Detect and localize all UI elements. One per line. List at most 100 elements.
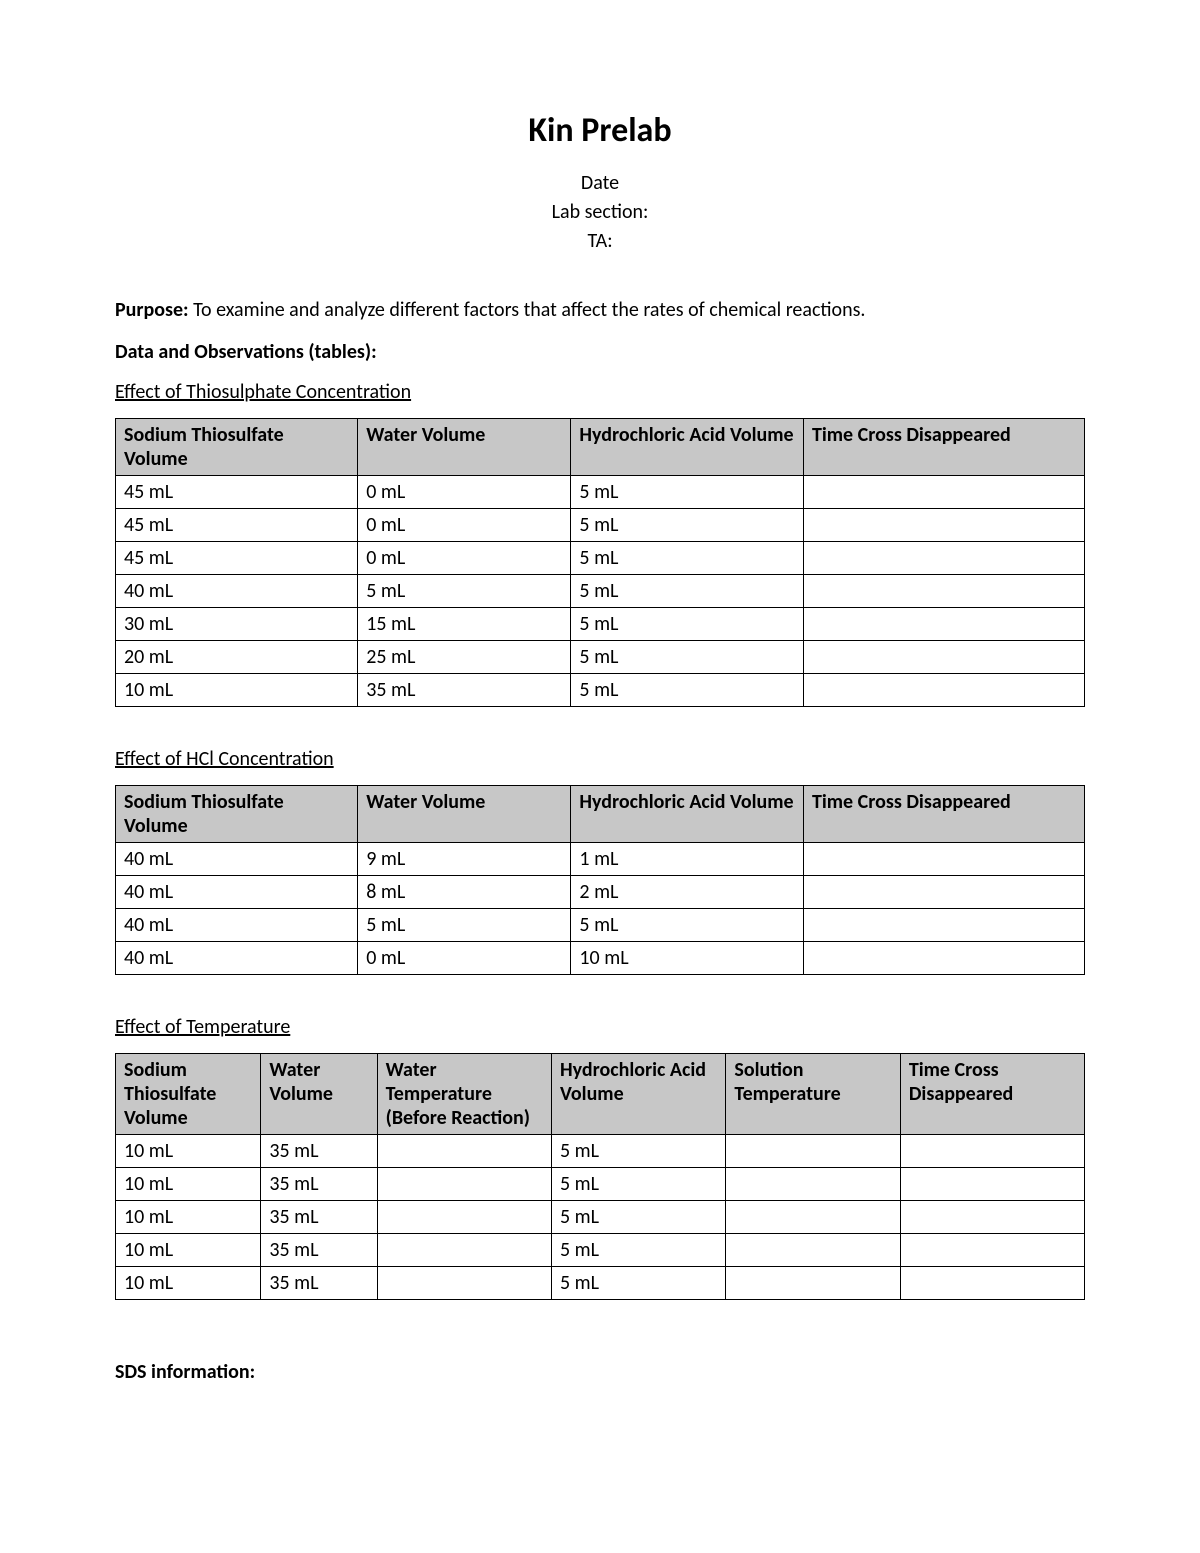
table-cell: 35 mL: [261, 1201, 377, 1234]
table-cell: 10 mL: [116, 1135, 261, 1168]
temp-table: Sodium Thiosulfate VolumeWater VolumeWat…: [115, 1053, 1085, 1300]
table-cell: [377, 1201, 551, 1234]
table-cell: 35 mL: [358, 674, 571, 707]
table-row: 45 mL0 mL5 mL: [116, 509, 1085, 542]
table-header-cell: Water Volume: [358, 786, 571, 843]
table-cell: [803, 909, 1084, 942]
table-cell: 5 mL: [571, 608, 804, 641]
table-cell: 40 mL: [116, 909, 358, 942]
table-cell: 5 mL: [358, 909, 571, 942]
table-cell: 5 mL: [571, 542, 804, 575]
table-cell: 40 mL: [116, 876, 358, 909]
section-label: Lab section:: [115, 198, 1085, 227]
table-row: 40 mL8 mL2 mL: [116, 876, 1085, 909]
table-row: 40 mL5 mL5 mL: [116, 575, 1085, 608]
ta-label: TA:: [115, 227, 1085, 256]
table-cell: 10 mL: [116, 1168, 261, 1201]
table-cell: [726, 1234, 900, 1267]
table-cell: 10 mL: [116, 1267, 261, 1300]
table-cell: [726, 1267, 900, 1300]
table-cell: 20 mL: [116, 641, 358, 674]
table-cell: [803, 509, 1084, 542]
table-row: 10 mL35 mL 5 mL: [116, 1234, 1085, 1267]
table-cell: 45 mL: [116, 542, 358, 575]
table-cell: 10 mL: [571, 942, 804, 975]
table-cell: [900, 1168, 1084, 1201]
table-cell: [900, 1234, 1084, 1267]
table-header-cell: Hydrochloric Acid Volume: [552, 1054, 726, 1135]
table-cell: 5 mL: [571, 641, 804, 674]
table-cell: 40 mL: [116, 575, 358, 608]
table-header-cell: Time Cross Disappeared: [803, 786, 1084, 843]
table-row: 10 mL35 mL 5 mL: [116, 1135, 1085, 1168]
table-cell: [726, 1168, 900, 1201]
table-header-cell: Water Temperature (Before Reaction): [377, 1054, 551, 1135]
table-row: 10 mL35 mL5 mL: [116, 1201, 1085, 1234]
table-cell: 45 mL: [116, 509, 358, 542]
table-header-cell: Solution Temperature: [726, 1054, 900, 1135]
table-cell: [803, 876, 1084, 909]
table-header-cell: Sodium Thiosulfate Volume: [116, 1054, 261, 1135]
table-cell: 5 mL: [358, 575, 571, 608]
table-cell: [803, 942, 1084, 975]
table-cell: 0 mL: [358, 942, 571, 975]
table-row: 10 mL35 mL5 mL: [116, 1168, 1085, 1201]
table-cell: 45 mL: [116, 476, 358, 509]
table-cell: [803, 542, 1084, 575]
sds-heading: SDS information:: [115, 1360, 1085, 1384]
table-cell: 15 mL: [358, 608, 571, 641]
table-cell: 5 mL: [552, 1234, 726, 1267]
table-row: 20 mL25 mL5 mL: [116, 641, 1085, 674]
table-cell: 5 mL: [571, 575, 804, 608]
table-row: 40 mL5 mL5 mL: [116, 909, 1085, 942]
temp-table-title: Effect of Temperature: [115, 1015, 1085, 1039]
purpose-text: To examine and analyze different factors…: [189, 298, 866, 322]
table-cell: 0 mL: [358, 476, 571, 509]
table-cell: [803, 843, 1084, 876]
table-cell: 5 mL: [571, 509, 804, 542]
table-cell: [803, 641, 1084, 674]
table-cell: 9 mL: [358, 843, 571, 876]
table-row: 45 mL0 mL5 mL: [116, 542, 1085, 575]
table-cell: 30 mL: [116, 608, 358, 641]
table-header-cell: Time Cross Disappeared: [900, 1054, 1084, 1135]
table-cell: 10 mL: [116, 674, 358, 707]
table-header-cell: Time Cross Disappeared: [803, 419, 1084, 476]
table-cell: [803, 476, 1084, 509]
table-cell: 5 mL: [552, 1201, 726, 1234]
table-cell: [377, 1234, 551, 1267]
table-header-cell: Hydrochloric Acid Volume: [571, 419, 804, 476]
table-cell: 2 mL: [571, 876, 804, 909]
table-cell: 25 mL: [358, 641, 571, 674]
table-cell: 1 mL: [571, 843, 804, 876]
table-cell: [803, 575, 1084, 608]
purpose-label: Purpose:: [115, 298, 189, 322]
table-cell: 0 mL: [358, 509, 571, 542]
table-cell: 10 mL: [116, 1234, 261, 1267]
table-row: 10 mL35 mL5 mL: [116, 1267, 1085, 1300]
table-header-cell: Hydrochloric Acid Volume: [571, 786, 804, 843]
table-cell: 35 mL: [261, 1234, 377, 1267]
table-cell: 0 mL: [358, 542, 571, 575]
thio-table-title: Effect of Thiosulphate Concentration: [115, 380, 1085, 404]
table-cell: 8 mL: [358, 876, 571, 909]
date-label: Date: [115, 169, 1085, 198]
page-title: Kin Prelab: [115, 110, 1085, 151]
table-cell: [900, 1201, 1084, 1234]
table-cell: [803, 608, 1084, 641]
table-cell: 5 mL: [571, 476, 804, 509]
data-observations-heading: Data and Observations (tables):: [115, 340, 1085, 364]
hcl-table-title: Effect of HCl Concentration: [115, 747, 1085, 771]
table-cell: 40 mL: [116, 942, 358, 975]
table-cell: 40 mL: [116, 843, 358, 876]
table-cell: 5 mL: [552, 1135, 726, 1168]
table-header-cell: Water Volume: [358, 419, 571, 476]
table-cell: 35 mL: [261, 1135, 377, 1168]
table-row: 40 mL9 mL1 mL: [116, 843, 1085, 876]
meta-block: Date Lab section: TA:: [115, 169, 1085, 256]
table-header-cell: Water Volume: [261, 1054, 377, 1135]
table-cell: [803, 674, 1084, 707]
table-cell: [377, 1267, 551, 1300]
table-row: 10 mL35 mL5 mL: [116, 674, 1085, 707]
table-cell: 5 mL: [571, 909, 804, 942]
